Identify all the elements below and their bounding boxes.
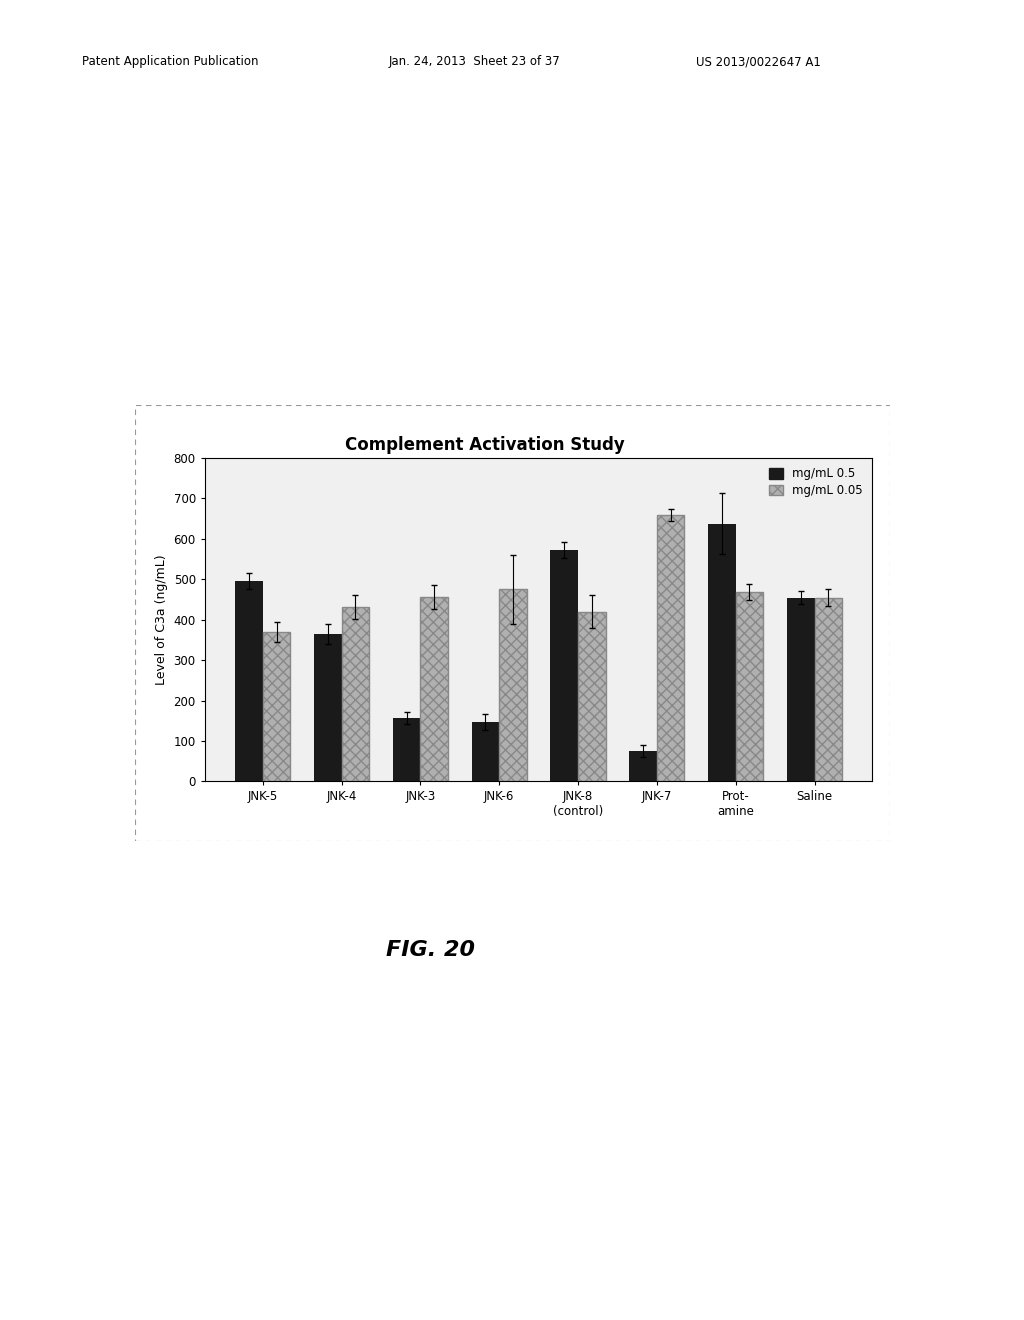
Bar — [709, 524, 735, 781]
Bar — [342, 607, 369, 781]
Bar — [630, 751, 656, 781]
Bar — [263, 632, 291, 781]
Legend: mg/mL 0.5, mg/mL 0.05: mg/mL 0.5, mg/mL 0.05 — [765, 463, 866, 500]
Bar — [236, 581, 263, 781]
Bar — [814, 598, 842, 781]
Bar — [735, 593, 763, 781]
Text: Patent Application Publication: Patent Application Publication — [82, 55, 258, 69]
Bar — [500, 590, 526, 781]
Bar — [393, 718, 421, 781]
Bar — [472, 722, 500, 781]
Bar — [578, 611, 605, 781]
Title: Complement Activation Study: Complement Activation Study — [345, 436, 625, 454]
Y-axis label: Level of C3a (ng/mL): Level of C3a (ng/mL) — [155, 554, 168, 685]
Text: Jan. 24, 2013  Sheet 23 of 37: Jan. 24, 2013 Sheet 23 of 37 — [389, 55, 561, 69]
Bar — [551, 550, 578, 781]
Bar — [656, 515, 684, 781]
Text: FIG. 20: FIG. 20 — [386, 940, 474, 960]
Bar — [786, 598, 814, 781]
Text: US 2013/0022647 A1: US 2013/0022647 A1 — [696, 55, 821, 69]
Bar — [314, 634, 342, 781]
Bar — [421, 597, 447, 781]
